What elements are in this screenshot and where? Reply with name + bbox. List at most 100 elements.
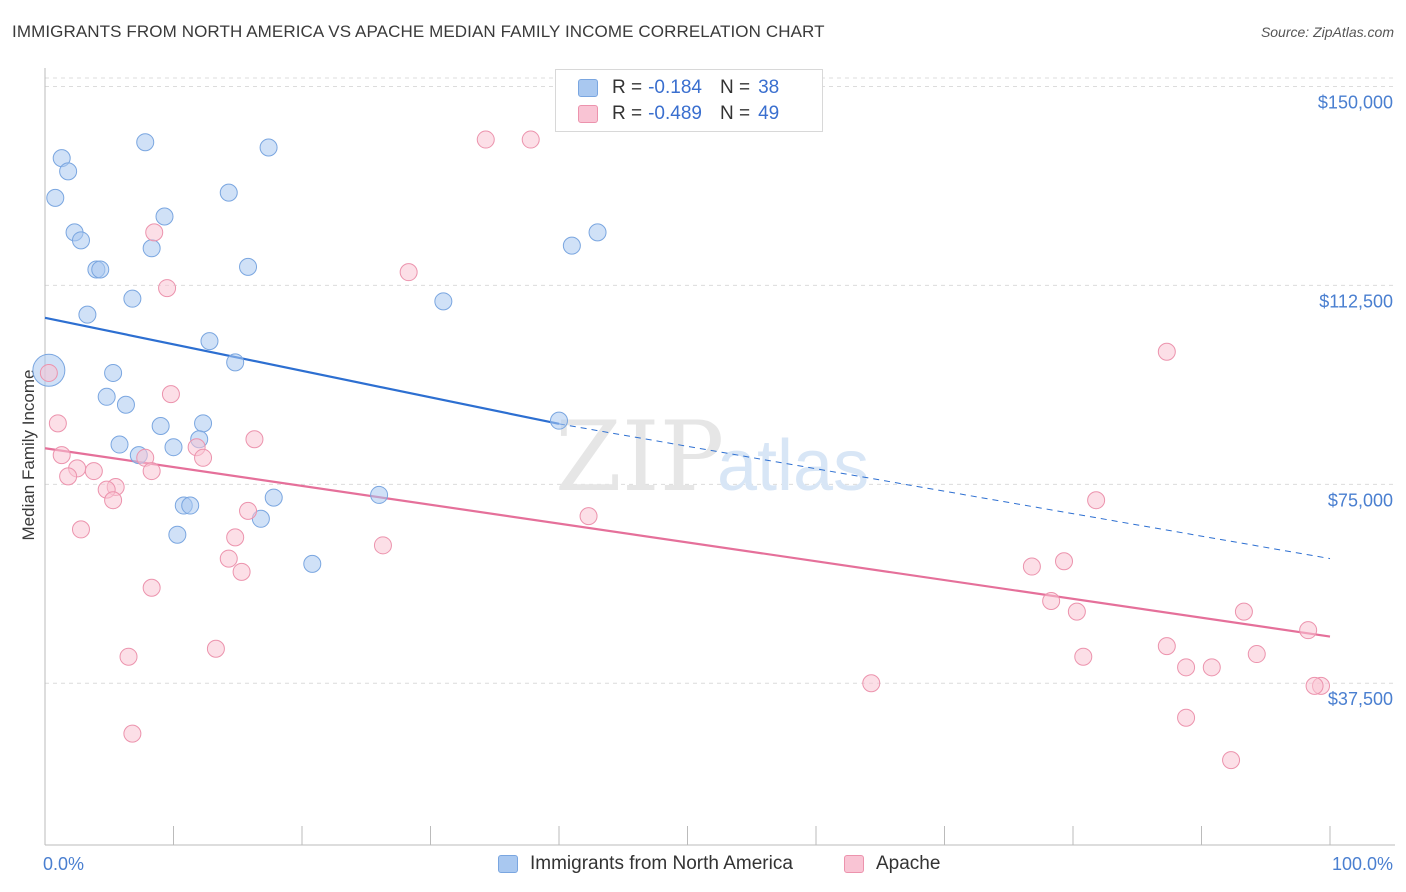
point-apache: [1022, 557, 1041, 576]
tick-labels: $37,500 $75,000 $112,500 $150,000 0.0% 100.0%: [43, 93, 1393, 874]
legend-swatch-apache: [578, 105, 598, 123]
point-immigrants: [78, 305, 97, 324]
point-apache: [245, 430, 264, 449]
point-apache: [142, 462, 161, 481]
point-apache: [232, 562, 251, 581]
n-value: 49: [758, 103, 780, 124]
point-apache: [579, 507, 598, 526]
point-immigrants: [219, 183, 238, 202]
point-immigrants: [164, 438, 183, 457]
point-apache: [52, 446, 71, 465]
trend-line-extension-0: [558, 423, 1331, 560]
point-immigrants: [59, 162, 78, 181]
point-apache: [142, 578, 161, 597]
legend-swatch-immigrants: [578, 79, 598, 97]
trend-line-1: [44, 447, 1331, 638]
point-apache: [476, 130, 495, 149]
gridlines: [45, 77, 1395, 684]
point-immigrants: [200, 332, 219, 351]
point-immigrants: [168, 525, 187, 544]
point-apache: [104, 491, 123, 510]
point-apache: [1305, 676, 1324, 695]
point-apache: [1299, 621, 1318, 640]
point-immigrants: [562, 236, 581, 255]
point-apache: [48, 414, 67, 433]
point-apache: [39, 363, 58, 382]
point-immigrants: [588, 223, 607, 242]
point-apache: [1055, 552, 1074, 571]
point-immigrants: [136, 133, 155, 152]
point-immigrants: [251, 509, 270, 528]
point-immigrants: [226, 353, 245, 372]
point-apache: [226, 528, 245, 547]
point-immigrants: [123, 289, 142, 308]
point-immigrants: [264, 488, 283, 507]
point-immigrants: [239, 257, 258, 276]
n-label: N =: [719, 103, 751, 124]
point-immigrants: [110, 435, 129, 454]
r-value: -0.184: [648, 77, 702, 98]
point-apache: [521, 130, 540, 149]
point-immigrants: [303, 554, 322, 573]
point-apache: [161, 385, 180, 404]
legend-row-apache: R = -0.489 N = 49: [578, 102, 779, 126]
point-immigrants: [181, 496, 200, 515]
point-apache: [1157, 637, 1176, 656]
point-apache: [1234, 602, 1253, 621]
point-apache: [1074, 647, 1093, 666]
stats-legend: R = -0.184 N = 38 R = -0.489 N = 49: [555, 69, 823, 132]
point-immigrants: [91, 260, 110, 279]
y-axis-label: Median Family Income: [19, 369, 38, 540]
r-label: R =: [612, 77, 643, 98]
data-points: [32, 130, 1331, 770]
point-immigrants: [434, 292, 453, 311]
y-tick-label: $112,500: [1319, 291, 1393, 311]
point-immigrants: [155, 207, 174, 226]
point-immigrants: [194, 414, 213, 433]
point-immigrants: [259, 138, 278, 157]
n-label: N =: [719, 77, 751, 98]
point-apache: [1177, 658, 1196, 677]
y-tick-label: $75,000: [1328, 490, 1393, 510]
bottom-legend-swatch-immigrants: [498, 855, 518, 873]
bottom-legend-swatch-apache: [844, 855, 864, 873]
bottom-legend-label-immigrants: Immigrants from North America: [530, 853, 793, 874]
watermark-atlas: atlas: [717, 426, 869, 506]
point-immigrants: [151, 416, 170, 435]
point-apache: [84, 462, 103, 481]
trend-lines: [44, 316, 1331, 638]
trend-line-0: [44, 316, 560, 425]
watermark-zip: ZIP: [555, 401, 724, 513]
point-apache: [59, 467, 78, 486]
point-apache: [194, 448, 213, 467]
point-immigrants: [46, 188, 65, 207]
point-immigrants: [97, 387, 116, 406]
r-label: R =: [612, 103, 643, 124]
point-apache: [862, 674, 881, 693]
point-apache: [145, 223, 164, 242]
bottom-legend-immigrants: Immigrants from North America: [498, 852, 793, 876]
bottom-legend-apache: Apache: [844, 852, 940, 876]
n-value: 38: [758, 77, 780, 98]
watermark: ZIP atlas: [555, 401, 869, 513]
point-immigrants: [104, 363, 123, 382]
chart-title: IMMIGRANTS FROM NORTH AMERICA VS APACHE …: [12, 22, 825, 41]
point-apache: [1042, 592, 1061, 611]
point-apache: [119, 647, 138, 666]
point-immigrants: [116, 395, 135, 414]
point-apache: [1067, 602, 1086, 621]
point-apache: [1222, 751, 1241, 770]
axes: [44, 68, 1395, 846]
point-apache: [1157, 342, 1176, 361]
point-apache: [239, 501, 258, 520]
point-apache: [71, 520, 90, 539]
point-apache: [1087, 491, 1106, 510]
point-apache: [373, 536, 392, 555]
y-tick-label: $150,000: [1318, 93, 1393, 113]
point-apache: [123, 724, 142, 743]
r-value: -0.489: [648, 103, 702, 124]
point-immigrants: [142, 239, 161, 258]
point-apache: [399, 263, 418, 282]
point-apache: [1202, 658, 1221, 677]
point-apache: [1247, 645, 1266, 664]
